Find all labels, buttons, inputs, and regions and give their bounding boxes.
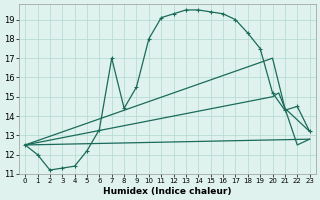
X-axis label: Humidex (Indice chaleur): Humidex (Indice chaleur) [103, 187, 232, 196]
